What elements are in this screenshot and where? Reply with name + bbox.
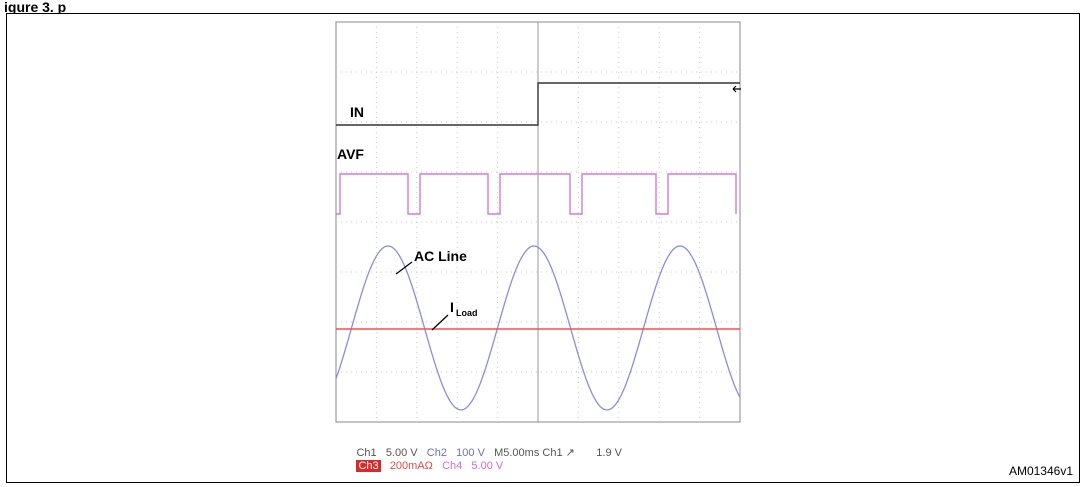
- ac-line-trace: [335, 245, 741, 411]
- figure-frame: IN AVF AC Line I Load Ch1 5.00 V Ch2 100…: [6, 13, 1080, 483]
- ch4-label: Ch4: [442, 460, 463, 472]
- scope-annotations: IN AVF AC Line I Load: [337, 85, 741, 331]
- ch1-scale: 5.00 V: [385, 447, 418, 459]
- trigger-slope-icon: ↗: [565, 447, 575, 459]
- figure-code: AM01346v1: [1008, 464, 1073, 478]
- label-in: IN: [350, 104, 364, 120]
- iload-pointer: [431, 314, 449, 331]
- figure-title: igure 3. p: [4, 0, 67, 15]
- trigger-source: Ch1: [542, 447, 563, 459]
- trigger-marker-icon: [732, 85, 741, 93]
- ch2-label: Ch2: [426, 447, 447, 459]
- ch4-scale: 5.00 V: [471, 460, 504, 472]
- in-trace: [336, 82, 740, 126]
- scope-status-bar: Ch1 5.00 V Ch2 100 V M5.00ms Ch1 ↗ 1.9 V…: [332, 432, 742, 472]
- oscilloscope-capture: IN AVF AC Line I Load Ch1 5.00 V Ch2 100…: [330, 18, 746, 472]
- scope-grid: [335, 21, 741, 423]
- label-avf: AVF: [337, 146, 364, 162]
- ch3-label: Ch3: [356, 460, 381, 472]
- scope-traces: [335, 82, 741, 411]
- label-iload: I: [450, 299, 454, 315]
- oscilloscope-screen: IN AVF AC Line I Load: [335, 21, 741, 423]
- label-iload-subscript: Load: [456, 308, 478, 318]
- timebase: M5.00ms: [494, 447, 540, 459]
- avf-trace: [336, 173, 737, 215]
- ch2-scale: 100 V: [456, 447, 485, 459]
- trigger-level: 1.9 V: [596, 447, 622, 459]
- ch1-label: Ch1: [356, 447, 377, 459]
- label-ac-line: AC Line: [414, 248, 467, 264]
- ac-line-pointer: [395, 261, 413, 275]
- ch3-scale: 200mAΩ: [389, 460, 433, 472]
